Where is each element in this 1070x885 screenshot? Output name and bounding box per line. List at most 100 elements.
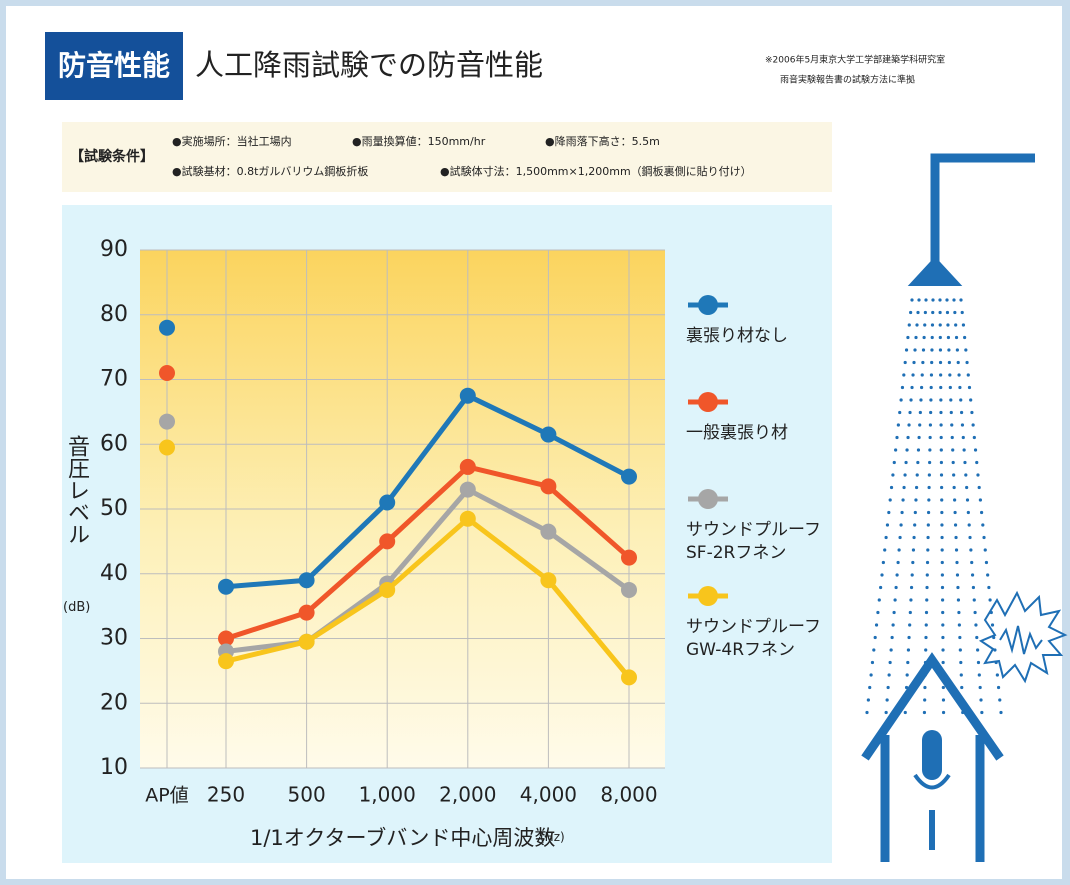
y-tick-label: 10 [100, 755, 128, 780]
point [379, 533, 396, 550]
legend-swatch [698, 392, 718, 412]
rain-drop [891, 473, 895, 477]
rain-drop [923, 323, 927, 327]
condition: ●実施場所：当社工場内 [172, 134, 292, 148]
rain-drop [919, 398, 923, 402]
rain-drop [899, 523, 903, 527]
rain-drop [907, 423, 911, 427]
y-tick-label: 90 [100, 237, 128, 262]
rain-drop [928, 448, 932, 452]
rain-drop [953, 510, 957, 515]
rain-drop [929, 398, 933, 402]
rain-drop [869, 673, 873, 677]
rain-drop [911, 560, 915, 565]
rain-drop [930, 323, 935, 327]
rain-drop [959, 410, 964, 415]
rain-drop [971, 585, 976, 590]
legend-label: 一般裏張り材 [686, 423, 788, 443]
y-tick-label: 40 [100, 561, 128, 586]
rain-drop [945, 310, 950, 315]
rain-drop [956, 598, 961, 602]
rain-drop [938, 360, 943, 365]
rain-drop [946, 335, 951, 340]
rain-drop [928, 435, 932, 440]
badge-box [45, 32, 183, 100]
rain-drop [965, 360, 969, 365]
rain-drop [940, 573, 944, 577]
rain-drop [940, 523, 944, 527]
rain-drop [889, 648, 893, 652]
rain-drop [926, 535, 930, 540]
rain-drop [972, 435, 976, 440]
rain-drop [905, 448, 909, 452]
rain-drop [866, 698, 870, 702]
ap-point [159, 413, 175, 430]
rain-drop [906, 648, 911, 652]
rain-drop [953, 523, 958, 527]
rain-drop [884, 710, 888, 715]
rain-drop [885, 698, 889, 702]
rain-drop [940, 548, 944, 552]
rain-drop [940, 535, 944, 540]
point [298, 604, 315, 621]
rain-drop [926, 510, 931, 515]
rain-drop [907, 635, 911, 640]
rain-drop [941, 710, 946, 715]
x-axis-label: 1/1オクターブバンド中心周波数 [250, 826, 556, 850]
rain-drop [941, 673, 945, 677]
rain-drop [914, 498, 918, 502]
condition: ●雨量換算値：150mm/hr [352, 134, 486, 148]
rain-drop [955, 573, 960, 577]
rain-drop [986, 573, 990, 577]
rain-drop [973, 610, 977, 615]
rain-drop [913, 348, 917, 352]
rain-drop [917, 435, 921, 440]
rain-drop [984, 560, 989, 565]
legend-label: サウンドプルーフ SF-2Rフネン [686, 520, 821, 563]
rain-drop [903, 710, 907, 715]
rain-drop [974, 623, 978, 627]
y-tick-label: 70 [100, 367, 128, 392]
rain-drop [992, 635, 996, 640]
rain-drop [978, 685, 982, 690]
rain-drop [930, 335, 934, 340]
rain-drop [961, 323, 966, 327]
rain-drop [923, 660, 928, 665]
point [621, 549, 637, 566]
rain-drop [938, 348, 943, 352]
rain-drop [911, 373, 915, 377]
rain-drop [923, 698, 927, 702]
ap-point [159, 439, 175, 456]
x-tick-label: 500 [288, 783, 326, 807]
rain-drop [906, 435, 910, 440]
rain-drop [958, 385, 962, 390]
rain-drop [957, 623, 961, 627]
rain-drop [959, 660, 963, 665]
rain-drop [930, 348, 934, 352]
rain-drop [998, 698, 1002, 702]
rain-drop [988, 598, 992, 602]
rain-drop [931, 298, 935, 302]
rain-drop [957, 373, 961, 377]
rain-drop [952, 473, 956, 477]
x-tick-label: AP値 [145, 785, 188, 807]
rain-drop [894, 448, 898, 452]
rain-drop [967, 523, 971, 527]
rain-drop [923, 310, 927, 315]
rain-drop [872, 648, 876, 652]
rain-drop [950, 435, 954, 440]
rain-drop [976, 473, 980, 477]
rain-drop [939, 398, 943, 402]
rain-drop [938, 335, 942, 340]
rain-drop [887, 673, 891, 677]
rain-drop [931, 310, 935, 315]
title: 人工降雨試験での防音性能 [195, 48, 543, 82]
rain-drop [921, 360, 925, 365]
rain-drop [939, 473, 944, 477]
rain-drop [961, 710, 965, 715]
rain-drop [908, 623, 912, 627]
rain-drop [940, 585, 945, 590]
rain-drop [939, 423, 943, 427]
rain-drop [911, 548, 916, 552]
